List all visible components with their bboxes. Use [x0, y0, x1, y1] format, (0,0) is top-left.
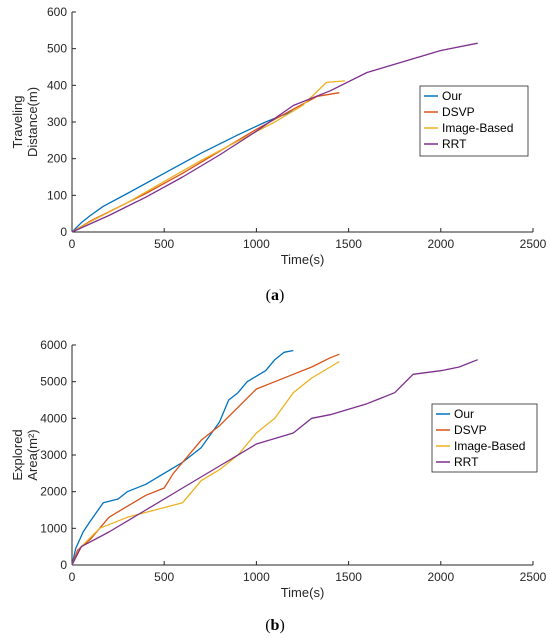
- legend-label: Our: [442, 89, 462, 103]
- y-axis-label: TravelingDistance(m): [10, 87, 40, 157]
- caption-letter: b: [271, 617, 280, 634]
- series-line-image-based: [71, 80, 345, 233]
- y-tick-label: 400: [47, 78, 67, 92]
- legend-label: RRT: [454, 455, 479, 469]
- x-tick-label: 0: [69, 237, 76, 251]
- caption-close-paren: ): [279, 287, 284, 304]
- y-tick-label: 500: [47, 42, 67, 56]
- y-axis-label-line: Traveling: [10, 96, 25, 149]
- caption-open-paren: (: [266, 287, 271, 304]
- series-line-image-based: [71, 360, 340, 566]
- chart-panel-b: 0 500 1000 1500 2000 2500 0 1000 2000 3000 4000 500…: [10, 338, 547, 634]
- panel-caption: (a): [266, 287, 285, 304]
- caption-letter: a: [271, 287, 279, 304]
- legend-label: Our: [454, 407, 474, 421]
- y-tick-label: 4000: [40, 411, 67, 425]
- legend: Our DSVP Image-Based RRT: [419, 85, 529, 157]
- y-axis-label-line: Area(m²): [25, 429, 40, 480]
- y-tick-label: 2000: [40, 485, 67, 499]
- y-tick-label: 3000: [40, 448, 67, 462]
- x-tick-label: 1000: [243, 237, 270, 251]
- legend-label: Image-Based: [442, 121, 513, 135]
- caption-open-paren: (: [265, 617, 270, 634]
- y-tick-label: 1000: [40, 521, 67, 535]
- legend-label: Image-Based: [454, 439, 525, 453]
- y-tick-label: 200: [47, 152, 67, 166]
- chart-panel-a: 0 500 1000 1500 2000 2500 0 100 200 300 400 500 600 T…: [10, 5, 547, 304]
- legend-label: RRT: [442, 137, 467, 151]
- y-tick-label: 0: [60, 225, 67, 239]
- legend-box: [431, 403, 538, 473]
- x-tick-label: 2000: [427, 570, 454, 584]
- x-tick-label: 2500: [520, 237, 547, 251]
- y-axis-label-line: Distance(m): [25, 87, 40, 157]
- y-tick-label: 5000: [40, 375, 67, 389]
- series-line-our: [71, 349, 294, 566]
- panel-caption: (b): [265, 617, 285, 634]
- x-tick-label: 500: [154, 237, 174, 251]
- y-tick-label: 0: [60, 558, 67, 572]
- x-tick-label: 1500: [335, 237, 362, 251]
- y-tick-label: 100: [47, 188, 67, 202]
- legend: Our DSVP Image-Based RRT: [431, 403, 538, 473]
- series-line-dsvp: [71, 353, 340, 566]
- x-tick-label: 1500: [335, 570, 362, 584]
- series-line-our: [71, 110, 294, 233]
- y-axis-label-line: Explored: [10, 429, 25, 480]
- caption-close-paren: ): [279, 617, 284, 634]
- series-line-rrt: [71, 359, 478, 566]
- y-tick-label: 300: [47, 115, 67, 129]
- y-axis-label: ExploredArea(m²): [10, 429, 40, 480]
- x-tick-label: 1000: [243, 570, 270, 584]
- x-tick-label: 500: [154, 570, 174, 584]
- legend-label: DSVP: [442, 105, 475, 119]
- series-line-rrt: [71, 42, 478, 233]
- y-tick-label: 6000: [40, 338, 67, 352]
- x-tick-label: 2500: [520, 570, 547, 584]
- x-tick-label: 0: [69, 570, 76, 584]
- x-tick-label: 2000: [427, 237, 454, 251]
- legend-label: DSVP: [454, 423, 487, 437]
- x-axis-label: Time(s): [281, 585, 325, 600]
- y-tick-label: 600: [47, 5, 67, 19]
- x-axis-label: Time(s): [281, 252, 325, 267]
